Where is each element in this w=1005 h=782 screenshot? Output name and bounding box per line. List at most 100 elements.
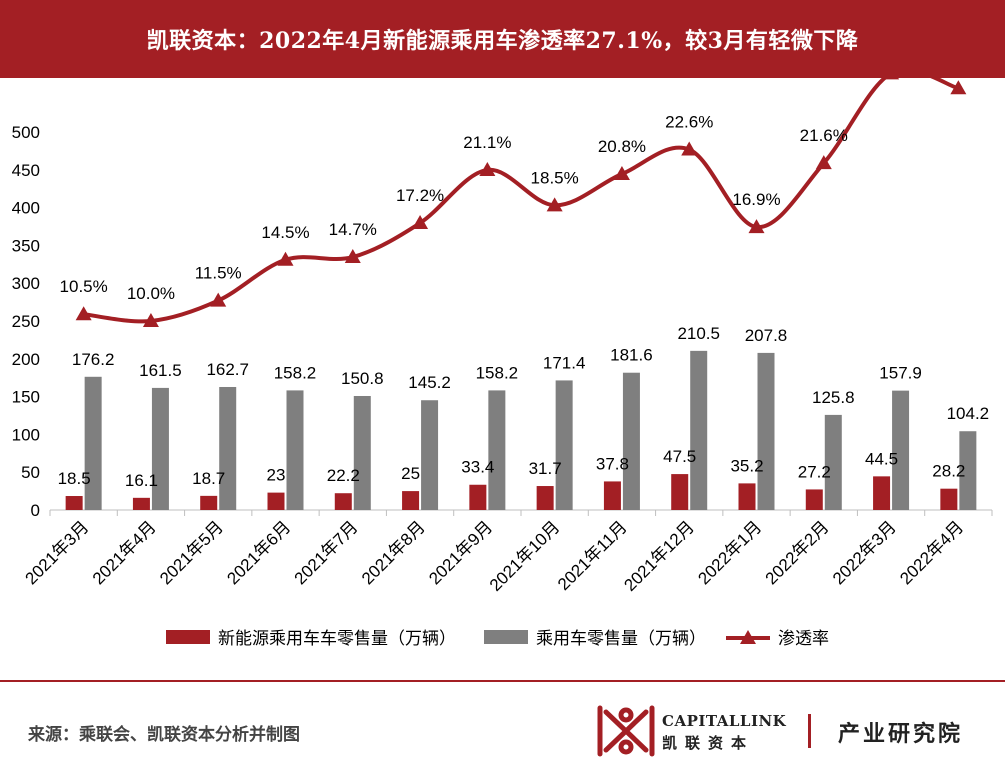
penetration-label: 14.7% <box>329 220 377 239</box>
nev-bar-label: 37.8 <box>596 454 629 473</box>
nev-bar <box>603 481 621 510</box>
penetration-label: 21.6% <box>800 126 848 145</box>
nev-bar <box>267 492 285 510</box>
legend-label-nev: 新能源乘用车车零售量（万辆） <box>218 629 456 648</box>
total-bar-label: 176.2 <box>72 350 115 369</box>
nev-bar-label: 23 <box>267 466 286 485</box>
total-bar <box>151 387 169 510</box>
nev-bar <box>132 497 150 510</box>
penetration-marker <box>344 249 361 264</box>
nev-bar-label: 33.4 <box>461 458 494 477</box>
nev-bar-label: 18.5 <box>58 469 91 488</box>
y-tick-label: 50 <box>21 463 40 482</box>
penetration-marker <box>748 219 765 234</box>
x-tick-label: 2021年12月 <box>620 517 698 595</box>
y-tick-label: 450 <box>12 161 40 180</box>
legend-label-penetration: 渗透率 <box>778 629 829 648</box>
x-tick-label: 2021年11月 <box>554 517 631 594</box>
total-bar <box>892 390 910 510</box>
penetration-label: 21.1% <box>463 133 511 152</box>
penetration-label: 18.5% <box>531 168 579 187</box>
nev-bar <box>940 488 958 510</box>
source-note: 来源：乘联会、凯联资本分析并制图 <box>28 725 300 745</box>
nev-bar <box>469 484 487 510</box>
brand-separator <box>808 714 811 748</box>
nev-bar-label: 44.5 <box>865 449 898 468</box>
penetration-marker <box>883 78 900 80</box>
total-bar <box>690 350 708 510</box>
nev-bar-label: 22.2 <box>327 466 360 485</box>
y-tick-label: 500 <box>12 123 40 142</box>
total-bar-label: 207.8 <box>745 326 788 345</box>
total-bar <box>84 376 102 510</box>
total-bar-label: 158.2 <box>274 363 317 382</box>
penetration-marker <box>277 251 294 266</box>
total-bar <box>353 395 371 510</box>
y-tick-label: 200 <box>12 350 40 369</box>
nev-bar-label: 28.2 <box>932 462 965 481</box>
total-bar <box>622 372 640 510</box>
nev-bar <box>402 491 420 510</box>
footer-divider <box>0 680 1005 682</box>
nev-bar <box>536 486 554 510</box>
total-bar-label: 150.8 <box>341 369 384 388</box>
total-bar <box>757 352 775 510</box>
x-tick-label: 2021年9月 <box>425 517 496 588</box>
total-bar-label: 210.5 <box>677 324 720 343</box>
nev-bar <box>671 474 689 510</box>
x-tick-label: 2021年4月 <box>89 517 160 588</box>
total-bar-label: 157.9 <box>879 364 922 383</box>
penetration-marker <box>210 292 227 307</box>
nev-bar <box>200 495 218 510</box>
penetration-label: 17.2% <box>396 186 444 205</box>
x-tick-label: 2021年3月 <box>22 517 93 588</box>
penetration-line <box>83 78 959 324</box>
institute-name: 产业研究院 <box>838 721 964 747</box>
nev-bar-label: 27.2 <box>798 462 831 481</box>
chart-area: 0 50 100 150 200 250 300 350 400 450 500 18.5 176.2 2… <box>12 78 993 648</box>
legend-swatch-nev <box>166 630 210 644</box>
x-tick-label: 2021年10月 <box>486 517 564 595</box>
penetration-marker <box>75 306 92 321</box>
brand-name-cn: 凯联资本 <box>662 734 755 752</box>
nev-bar-label: 18.7 <box>192 469 225 488</box>
penetration-marker <box>412 215 429 230</box>
penetration-label: 11.5% <box>195 264 242 283</box>
total-bar <box>824 414 842 510</box>
x-tick-label: 2022年2月 <box>762 517 833 588</box>
nev-bar-label: 35.2 <box>730 456 763 475</box>
nev-bar-label: 16.1 <box>125 471 158 490</box>
x-tick-label: 2022年4月 <box>896 517 967 588</box>
nev-bar <box>805 489 823 510</box>
y-tick-label: 300 <box>12 274 40 293</box>
y-tick-label: 150 <box>12 388 40 407</box>
y-tick-label: 100 <box>12 425 40 444</box>
brand-name-en: CAPITALLINK <box>662 712 787 730</box>
y-tick-label: 0 <box>31 501 40 520</box>
total-bar <box>488 390 506 510</box>
penetration-label: 14.5% <box>261 223 309 242</box>
total-bar-label: 181.6 <box>610 346 653 365</box>
y-tick-label: 250 <box>12 312 40 331</box>
total-bar-label: 158.2 <box>476 363 519 382</box>
total-bar <box>555 380 573 510</box>
header-banner: 凯联资本：2022年4月新能源乘用车渗透率27.1%，较3月有轻微下降 <box>0 0 1005 78</box>
total-bar-label: 145.2 <box>408 373 451 392</box>
penetration-marker <box>142 313 159 327</box>
nev-bar-label: 25 <box>401 464 420 483</box>
total-bar-label: 162.7 <box>206 360 249 379</box>
y-tick-label: 350 <box>12 236 40 255</box>
nev-bar <box>738 483 756 510</box>
penetration-label: 20.8% <box>598 137 646 156</box>
penetration-marker <box>613 166 630 181</box>
penetration-label: 10.0% <box>127 284 175 303</box>
nev-bar <box>334 493 352 510</box>
penetration-marker <box>479 161 496 176</box>
legend-marker-penetration <box>740 630 756 644</box>
nev-bar <box>65 496 83 510</box>
total-bar <box>421 400 439 510</box>
penetration-label: 10.5% <box>60 277 108 296</box>
total-bar-label: 125.8 <box>812 388 855 407</box>
x-tick-label: 2022年3月 <box>829 517 900 588</box>
total-bar <box>959 431 977 510</box>
